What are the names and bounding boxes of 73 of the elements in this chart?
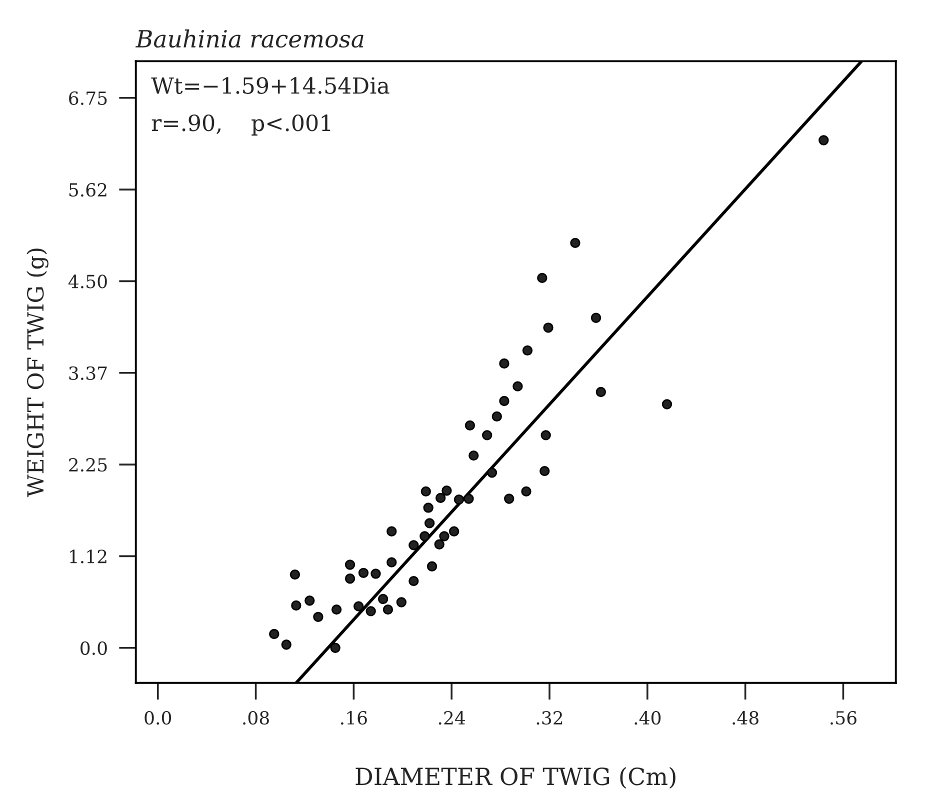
point (590, 312, 602, 323)
point (370, 568, 381, 579)
point (420, 486, 431, 497)
point (464, 494, 474, 504)
x-tick-label: .32 (536, 711, 562, 725)
y-tick-label: 1.12 (70, 550, 106, 564)
x-tick-label: .08 (243, 711, 269, 725)
annotation: Wt=−1.59+14.54Dia (151, 77, 390, 94)
point (331, 604, 342, 615)
x-tick-label: .16 (341, 711, 367, 725)
point (448, 526, 460, 536)
chart-title: Bauhinia racemosa (135, 29, 364, 48)
y-axis-title: WEIGHT OF TWIG (g) (26, 248, 48, 498)
x-tick-label: .48 (732, 711, 758, 725)
point (304, 596, 315, 606)
point (386, 526, 397, 536)
x-axis-title: DIAMETER OF TWIG (Cm) (356, 767, 676, 789)
point (482, 430, 492, 440)
point (540, 430, 551, 440)
point (396, 597, 407, 608)
point (330, 642, 340, 653)
point (504, 494, 514, 504)
point (358, 568, 369, 578)
point (439, 531, 450, 542)
point (269, 628, 280, 640)
x-tick-label: .24 (438, 711, 466, 725)
point (423, 502, 434, 513)
y-tick-label: 0.0 (80, 641, 107, 655)
point (420, 531, 430, 542)
point (499, 358, 510, 369)
point (313, 612, 324, 622)
y-tick-label: 5.62 (69, 183, 106, 197)
point (512, 381, 523, 392)
point (424, 518, 435, 528)
point (540, 466, 550, 476)
y-tick-label: 3.37 (69, 366, 107, 380)
x-tick-label: 0.0 (144, 711, 172, 725)
point (290, 569, 300, 580)
point (818, 135, 829, 146)
y-tick-label: 2.25 (69, 458, 107, 472)
point (408, 576, 419, 586)
point (366, 606, 376, 616)
point (434, 539, 444, 550)
point (486, 468, 498, 478)
point (354, 601, 364, 612)
point (378, 594, 388, 604)
annotation: r=.90, p<.001 (152, 114, 330, 136)
point (454, 494, 464, 505)
x-tick-label: .56 (830, 711, 856, 725)
point (408, 540, 419, 550)
point (344, 574, 356, 584)
point (382, 604, 394, 615)
point (662, 399, 672, 410)
point (537, 272, 548, 284)
point (543, 322, 554, 333)
point (570, 238, 580, 248)
point (521, 486, 532, 497)
x-tick-label: .40 (634, 711, 661, 725)
point (291, 600, 302, 611)
point (468, 450, 479, 461)
point (464, 420, 476, 431)
point (436, 492, 446, 504)
point (426, 561, 438, 572)
y-tick-label: 4.50 (68, 274, 107, 288)
point (386, 557, 397, 568)
point (522, 345, 533, 356)
y-tick-label: 6.75 (69, 91, 107, 105)
point (596, 386, 606, 398)
point (442, 486, 452, 496)
point (281, 640, 292, 650)
point (492, 411, 502, 422)
point (344, 560, 356, 570)
point (499, 396, 510, 406)
